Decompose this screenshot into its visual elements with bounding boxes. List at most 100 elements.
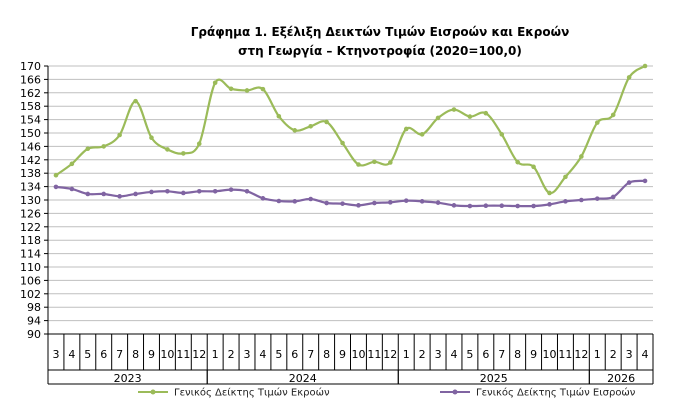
data-point (276, 113, 282, 119)
x-tick-label: 4 (259, 348, 266, 361)
x-tick-label: 10 (351, 348, 365, 361)
series-line-0 (55, 65, 646, 195)
data-point (435, 200, 441, 205)
data-point (117, 132, 122, 138)
x-tick-label: 3 (244, 348, 251, 361)
data-point (69, 186, 75, 192)
data-point (85, 191, 91, 197)
y-tick-label: 134 (20, 181, 41, 194)
data-point (594, 196, 600, 201)
x-tick-label: 10 (160, 348, 174, 361)
y-tick-label: 118 (20, 234, 41, 247)
data-point (260, 86, 266, 92)
data-point (181, 151, 186, 156)
data-point (69, 161, 75, 167)
legend-label-1: Γενικός Δείκτης Τιμών Εισροών (476, 387, 636, 399)
x-tick-label: 12 (574, 348, 588, 361)
data-point (340, 201, 345, 206)
x-tick-label: 3 (52, 348, 59, 361)
y-tick-label: 142 (20, 154, 41, 167)
chart-title-line-1: Γράφημα 1. Εξέλιξη Δεικτών Τιμών Εισροών… (191, 25, 570, 39)
data-point (212, 80, 218, 86)
data-point (499, 132, 505, 137)
data-point (388, 200, 393, 205)
data-point (356, 203, 361, 208)
x-tick-label: 2 (419, 348, 426, 361)
x-tick-label: 8 (514, 348, 521, 361)
data-point (260, 196, 266, 201)
data-point (196, 188, 202, 194)
y-tick-label: 102 (20, 288, 41, 301)
y-tick-label: 166 (20, 73, 41, 86)
data-point (610, 194, 616, 200)
x-tick-label: 5 (84, 348, 91, 361)
data-point (356, 162, 361, 167)
data-point (451, 107, 457, 112)
x-tick-label: 9 (339, 348, 346, 361)
data-point (642, 178, 648, 184)
y-tick-label: 146 (20, 140, 41, 153)
data-point (117, 194, 122, 199)
chart-title: Γράφημα 1. Εξέλιξη Δεικτών Τιμών Εισροών… (191, 25, 570, 58)
x-tick-label: 6 (482, 348, 489, 361)
year-label: 2023 (114, 372, 142, 385)
x-tick-label: 3 (435, 348, 442, 361)
data-point (53, 172, 59, 178)
data-point (403, 126, 409, 132)
legend-label-0: Γενικός Δείκτης Τιμών Εκροών (174, 387, 330, 399)
data-point (642, 63, 648, 69)
x-tick-label: 9 (148, 348, 155, 361)
data-point (101, 144, 107, 149)
x-tick-label: 8 (323, 348, 330, 361)
x-tick-label: 6 (100, 348, 107, 361)
y-tick-label: 154 (20, 114, 41, 127)
x-tick-label: 2 (228, 348, 235, 361)
data-point (388, 160, 393, 165)
data-point (165, 147, 170, 152)
data-point (403, 198, 409, 203)
data-point (467, 114, 473, 119)
x-tick-label: 12 (192, 348, 206, 361)
y-tick-label: 122 (20, 221, 41, 234)
x-tick-label: 4 (68, 348, 75, 361)
plot-area: 9094981021061101141181221261301341381421… (20, 60, 653, 341)
data-point (483, 110, 489, 116)
data-point (563, 174, 568, 180)
year-label: 2025 (480, 372, 508, 385)
y-tick-label: 94 (27, 315, 41, 328)
data-point (181, 190, 186, 196)
year-label: 2026 (607, 372, 635, 385)
y-tick-label: 90 (27, 328, 41, 341)
data-point (292, 128, 298, 133)
y-tick-label: 130 (20, 194, 41, 207)
data-point (372, 159, 377, 165)
y-tick-label: 126 (20, 207, 41, 220)
data-point (610, 112, 616, 118)
chart-title-line-2: στη Γεωργία – Κτηνοτροφία (2020=100,0) (238, 44, 522, 58)
data-point (324, 119, 329, 125)
y-tick-label: 110 (20, 261, 41, 274)
data-point (53, 184, 59, 190)
legend: Γενικός Δείκτης Τιμών Εκροών Γενικός Δείκ… (138, 387, 636, 399)
data-point (563, 199, 568, 204)
x-tick-label: 7 (116, 348, 123, 361)
x-axis: 3 4 5 6 7 8 9 10 11 12 1 2 3 4 5 6 7 8 9 10 11 12 1 2 3 4 5 6 7 8 9 10 1… (47, 333, 654, 385)
data-point (308, 196, 313, 202)
data-point (149, 135, 154, 140)
data-point (515, 159, 520, 165)
data-point (467, 203, 473, 209)
data-point (228, 187, 234, 192)
x-tick-label: 5 (466, 348, 473, 361)
series-line-1 (55, 179, 646, 208)
y-tick-label: 162 (20, 87, 41, 100)
data-point (499, 203, 505, 208)
data-point (165, 188, 170, 194)
data-point (547, 202, 552, 207)
x-tick-label: 11 (176, 348, 190, 361)
x-tick-label: 9 (530, 348, 537, 361)
x-tick-label: 3 (626, 348, 633, 361)
data-point (547, 190, 552, 196)
legend-marker-0 (150, 389, 156, 395)
